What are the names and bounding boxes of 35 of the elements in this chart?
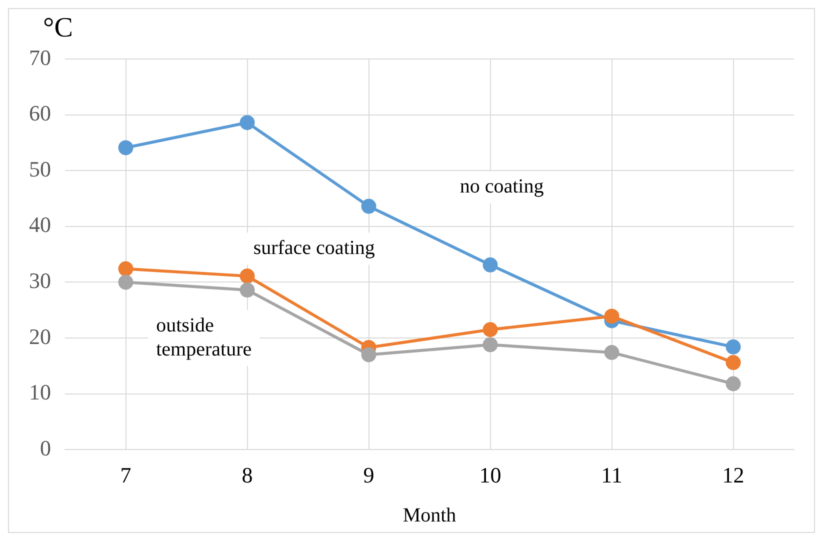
x-tick-label: 11 [601,462,622,488]
x-tick-label: 8 [242,462,253,488]
point [482,257,498,272]
y-tick-label: 60 [29,100,51,126]
point [726,339,741,354]
x-tick-label: 10 [479,462,502,488]
series-label: surface coating [253,236,375,259]
y-tick-label: 40 [29,212,51,238]
point [361,198,376,214]
point [482,322,498,338]
point [361,347,376,362]
point [118,274,134,290]
x-tick-label: 12 [722,462,744,488]
point [240,115,255,130]
series-label: outside temperature [156,314,252,360]
point [118,261,134,276]
y-tick-label: 50 [29,156,51,182]
point [240,268,255,284]
y-tick-label: 10 [29,380,51,405]
y-tick-label: 70 [29,44,51,70]
x-axis-title: Month [402,504,456,526]
x-tick-label: 7 [120,462,132,488]
text: no coating [460,176,544,198]
y-tick-label: 30 [29,268,51,293]
point [240,282,255,298]
y-axis-title: °C [43,12,73,44]
point [482,337,498,352]
point [726,376,741,392]
point [604,308,620,324]
point [726,355,741,370]
y-tick-label: 20 [29,324,51,349]
y-tick-label: 0 [40,435,51,460]
point [604,345,620,360]
point [118,140,134,156]
x-tick-label: 9 [363,462,374,488]
